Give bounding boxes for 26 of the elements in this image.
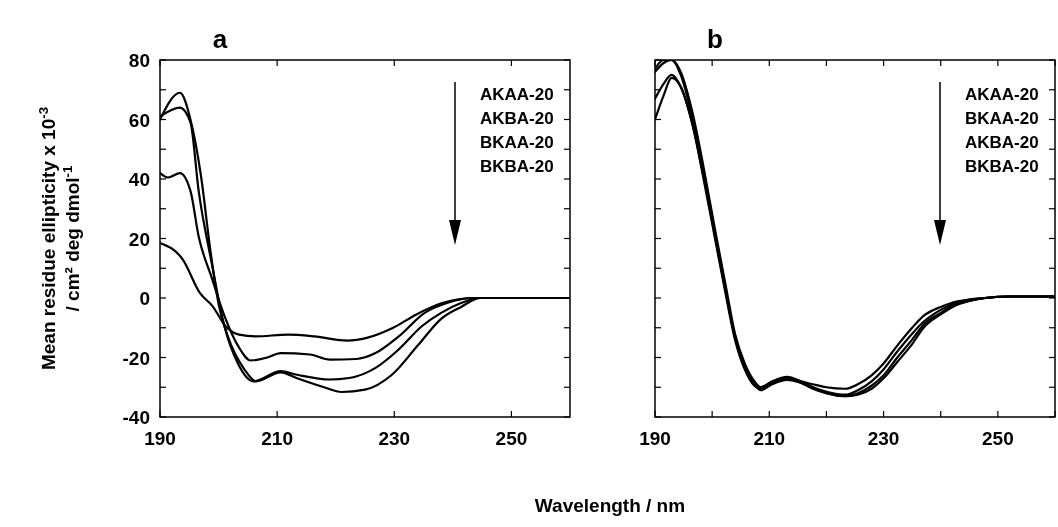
x-axis-title: Wavelength / nm: [534, 495, 686, 516]
chart-title: b: [707, 24, 723, 54]
y-tick-label: -20: [122, 347, 150, 369]
y-tick-label: -40: [122, 407, 150, 428]
annotation: BKBA-20: [965, 157, 1039, 176]
annotation: BKBA-20: [480, 157, 554, 176]
chart-title: a: [212, 24, 228, 54]
annotation: BKAA-20: [965, 109, 1039, 128]
y-tick-label: 80: [128, 50, 150, 71]
x-tick-label: 190: [639, 428, 671, 449]
y-tick-label: 0: [139, 288, 150, 309]
annotation: AKAA-20: [965, 85, 1039, 104]
x-tick-label: 210: [753, 428, 786, 449]
annotation: AKBA-20: [965, 133, 1039, 152]
x-tick-label: 210: [261, 428, 293, 449]
y-tick-label: 20: [128, 228, 150, 250]
x-tick-label: 230: [378, 428, 411, 449]
annotation: AKAA-20: [480, 85, 554, 104]
y-tick-label: 40: [128, 169, 150, 190]
y-tick-label: 60: [128, 109, 150, 131]
annotation: AKBA-20: [480, 109, 554, 128]
x-tick-label: 250: [495, 428, 528, 449]
x-tick-label: 190: [144, 428, 176, 449]
annotation: BKAA-20: [480, 133, 554, 152]
x-tick-label: 230: [867, 428, 900, 449]
x-tick-label: 250: [982, 428, 1014, 449]
